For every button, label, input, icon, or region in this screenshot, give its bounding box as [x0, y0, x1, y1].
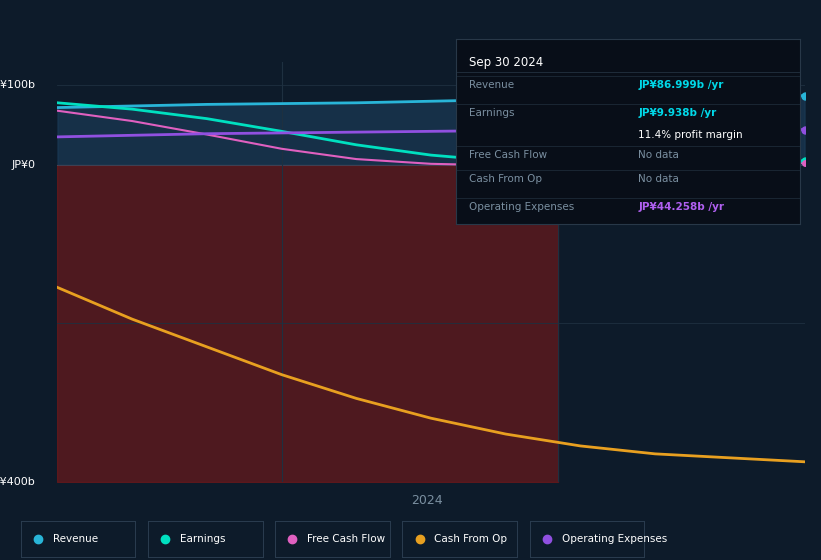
Text: JP¥44.258b /yr: JP¥44.258b /yr	[639, 202, 724, 212]
Text: Earnings: Earnings	[180, 534, 226, 544]
Text: 11.4% profit margin: 11.4% profit margin	[639, 130, 743, 140]
Text: -JP¥400b: -JP¥400b	[0, 477, 35, 487]
Text: JP¥0: JP¥0	[11, 160, 35, 170]
Text: Operating Expenses: Operating Expenses	[470, 202, 575, 212]
Text: No data: No data	[639, 150, 679, 160]
Text: No data: No data	[639, 174, 679, 184]
Text: Cash From Op: Cash From Op	[470, 174, 543, 184]
Text: 2024: 2024	[411, 494, 443, 507]
Text: JP¥9.938b /yr: JP¥9.938b /yr	[639, 108, 717, 118]
Text: JP¥100b: JP¥100b	[0, 81, 35, 90]
Text: Free Cash Flow: Free Cash Flow	[307, 534, 385, 544]
Text: Earnings: Earnings	[470, 108, 515, 118]
Text: Sep 30 2024: Sep 30 2024	[470, 56, 544, 69]
Text: Free Cash Flow: Free Cash Flow	[470, 150, 548, 160]
Text: Operating Expenses: Operating Expenses	[562, 534, 667, 544]
Text: JP¥86.999b /yr: JP¥86.999b /yr	[639, 80, 724, 90]
Text: Revenue: Revenue	[53, 534, 98, 544]
Text: Cash From Op: Cash From Op	[434, 534, 507, 544]
Text: Revenue: Revenue	[470, 80, 515, 90]
